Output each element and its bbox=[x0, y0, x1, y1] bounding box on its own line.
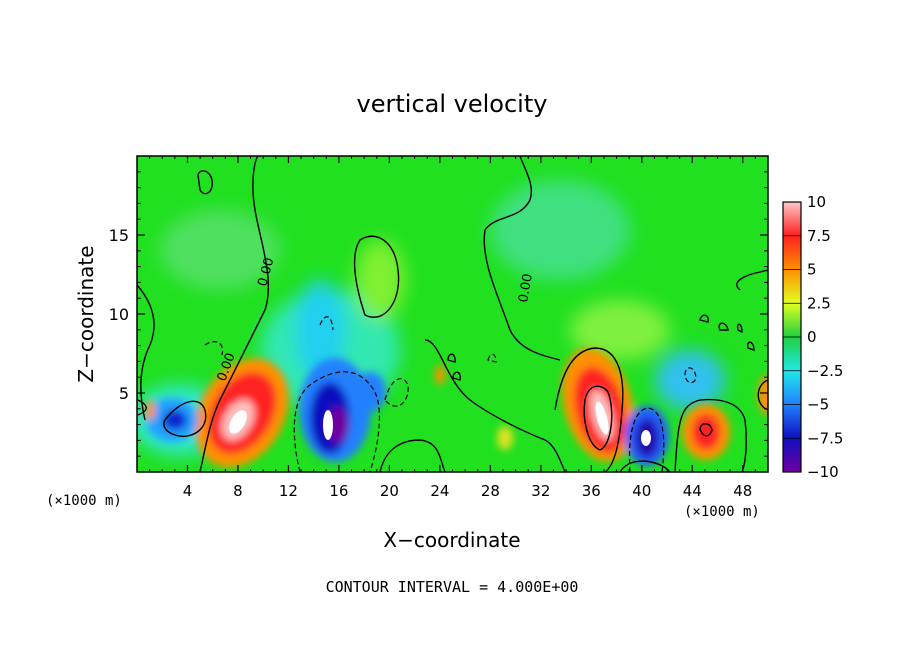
zero-contour bbox=[447, 353, 456, 363]
y-axis-label: Z−coordinate bbox=[74, 245, 98, 382]
x-tick-label: 32 bbox=[531, 482, 550, 500]
y-tick-label: 5 bbox=[119, 384, 129, 403]
colorbar-tick-label: 5 bbox=[807, 261, 817, 279]
zero-contour bbox=[199, 156, 270, 472]
updraft-halo bbox=[435, 365, 445, 385]
updraft-halo bbox=[758, 375, 768, 415]
zero-contour bbox=[379, 439, 446, 472]
x-tick-label: 28 bbox=[481, 482, 500, 500]
zero-contour bbox=[583, 385, 613, 451]
colorbar-tick-label: −10 bbox=[807, 463, 839, 481]
field-region bbox=[355, 240, 405, 320]
y-axis-ticks: 5 10 15 bbox=[109, 171, 768, 457]
y-tick-label: 15 bbox=[109, 226, 129, 245]
colorbar-tick-label: 0 bbox=[807, 328, 817, 346]
contour-label: 0.00 bbox=[516, 273, 536, 304]
x-tick-label: 8 bbox=[233, 482, 243, 500]
x-tick-label: 24 bbox=[430, 482, 449, 500]
zero-contour bbox=[699, 314, 710, 323]
negative-contour bbox=[384, 378, 409, 407]
footer-note: CONTOUR INTERVAL = 4.000E+00 bbox=[326, 578, 579, 596]
x-axis-ticks: 4 8 12 16 20 24 28 32 36 40 44 48 bbox=[149, 156, 756, 500]
colorbar: 10 7.5 5 2.5 0 −2.5 −5 −7.5 −10 bbox=[782, 193, 843, 481]
updraft-core bbox=[692, 414, 720, 450]
colorbar-tick-label: −7.5 bbox=[807, 429, 843, 447]
zero-contour bbox=[483, 156, 561, 361]
field-region bbox=[490, 180, 630, 280]
x-tick-label: 48 bbox=[733, 482, 752, 500]
contours-dashed bbox=[204, 316, 697, 472]
x-tick-label: 20 bbox=[380, 482, 399, 500]
negative-contour bbox=[628, 407, 665, 472]
field-region bbox=[295, 280, 345, 380]
x-tick-label: 40 bbox=[632, 482, 651, 500]
zero-contour bbox=[619, 460, 671, 472]
x-unit-left: (×1000 m) bbox=[46, 493, 122, 509]
negative-contour bbox=[204, 341, 224, 356]
colorbar-tick-label: −2.5 bbox=[807, 362, 843, 380]
zero-contour bbox=[424, 339, 566, 472]
x-tick-label: 4 bbox=[183, 482, 193, 500]
field-region bbox=[655, 350, 725, 410]
zero-contour bbox=[736, 323, 743, 334]
field-region bbox=[570, 300, 670, 360]
updraft-halo bbox=[145, 400, 155, 420]
zero-contour bbox=[163, 400, 207, 437]
updraft-max bbox=[595, 401, 609, 435]
zero-contour bbox=[746, 341, 755, 351]
downdraft-peak bbox=[328, 407, 348, 443]
contour-label: 0.00 bbox=[255, 256, 277, 288]
negative-contour bbox=[319, 316, 334, 331]
zero-contour bbox=[554, 347, 624, 472]
zero-contour bbox=[452, 371, 461, 381]
negative-contour bbox=[487, 353, 497, 363]
field-region bbox=[160, 210, 280, 290]
zero-contour bbox=[674, 398, 747, 472]
updraft-max bbox=[229, 410, 247, 434]
negative-contour bbox=[293, 371, 380, 472]
x-tick-label: 36 bbox=[582, 482, 601, 500]
x-tick-label: 44 bbox=[683, 482, 702, 500]
downdraft-halo bbox=[354, 372, 386, 412]
colorbar-tick-label: 10 bbox=[807, 193, 826, 211]
zero-contour bbox=[137, 399, 147, 416]
zero-contour bbox=[699, 423, 713, 437]
contours-solid bbox=[137, 156, 768, 472]
zero-contour bbox=[137, 284, 155, 421]
negative-contour bbox=[684, 367, 697, 384]
plot-area: 0.00 0.00 0.00 bbox=[137, 156, 768, 472]
colorbar-tick-label: 7.5 bbox=[807, 227, 831, 245]
downdraft-core bbox=[163, 410, 187, 430]
colorbar-tick-label: −5 bbox=[807, 396, 829, 414]
updraft-halo bbox=[497, 426, 513, 450]
downdraft-max bbox=[323, 410, 333, 440]
zero-contour bbox=[197, 170, 213, 195]
x-tick-label: 16 bbox=[329, 482, 348, 500]
x-unit-right: (×1000 m) bbox=[684, 504, 760, 520]
x-axis-label: X−coordinate bbox=[383, 528, 520, 552]
y-tick-label: 10 bbox=[109, 305, 129, 324]
downdraft-max bbox=[641, 430, 651, 446]
x-tick-label: 12 bbox=[279, 482, 298, 500]
colorbar-tick-label: 2.5 bbox=[807, 294, 831, 312]
zero-contour bbox=[718, 322, 729, 331]
zero-contour bbox=[353, 235, 400, 318]
chart-title: vertical velocity bbox=[357, 90, 548, 118]
